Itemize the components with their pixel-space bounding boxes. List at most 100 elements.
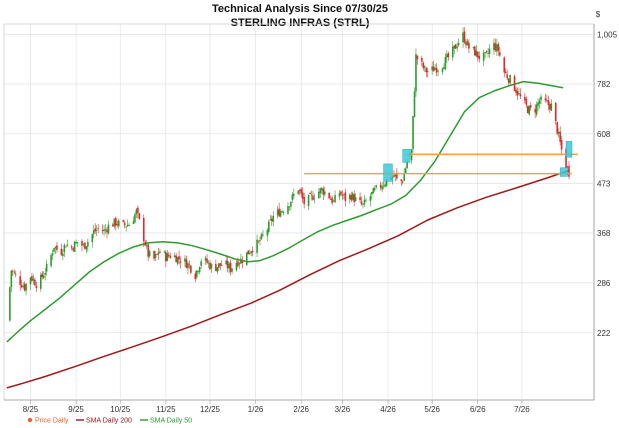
candle-body — [493, 42, 495, 51]
candle-body — [123, 222, 126, 226]
candle-body — [519, 94, 522, 97]
candle-body — [474, 46, 476, 56]
candle-body — [231, 268, 233, 272]
candle-body — [287, 206, 289, 214]
candle-body — [457, 43, 460, 46]
candle-body — [248, 253, 251, 254]
candle-body — [382, 185, 385, 187]
candle-body — [281, 211, 283, 212]
candle-body — [468, 42, 470, 49]
candle-body — [344, 192, 347, 201]
legend-label-sma200: SMA Daily 200 — [86, 418, 132, 425]
candle-body — [525, 99, 528, 105]
candle-body — [241, 260, 244, 264]
candle-body — [312, 195, 314, 200]
candle-body — [351, 193, 354, 200]
x-tick-label: 1/26 — [248, 405, 264, 414]
candle-body — [9, 287, 11, 321]
candle-body — [117, 220, 120, 227]
candle-body — [84, 242, 86, 249]
y-tick-label: 782 — [597, 80, 611, 89]
candle-body — [13, 272, 16, 274]
candle-body — [188, 264, 191, 266]
candle-body — [288, 206, 291, 208]
candle-body — [260, 233, 263, 240]
candle-body — [516, 91, 519, 96]
candle-body — [353, 194, 355, 202]
candle-body — [372, 188, 375, 194]
candle-body — [154, 254, 157, 258]
candle-body — [122, 220, 124, 222]
candle-body — [216, 267, 219, 272]
x-tick-label: 11/25 — [156, 405, 176, 414]
candle-body — [272, 215, 275, 222]
y-axis-ticks: 222 286 368 473 608 782 1,005 — [597, 31, 618, 338]
sma-200-line — [6, 169, 570, 389]
candle-body — [463, 31, 466, 43]
candle-body — [60, 248, 63, 255]
candle-body — [163, 251, 166, 253]
candle-body — [331, 197, 333, 203]
candle-body — [385, 179, 388, 186]
x-tick-label: 9/25 — [68, 405, 84, 414]
candle-body — [443, 67, 445, 70]
candle-body — [556, 122, 559, 134]
candle-body — [332, 200, 335, 202]
candle-body — [546, 100, 548, 101]
candle-body — [462, 32, 464, 43]
candle-body — [426, 70, 429, 72]
candle-body — [318, 191, 320, 199]
candle-body — [441, 68, 444, 72]
candle-body — [309, 193, 311, 194]
candle-body — [250, 251, 252, 254]
candle-body — [549, 103, 551, 110]
candle-body — [290, 201, 292, 207]
candle-body — [218, 263, 220, 268]
candle-body — [359, 197, 361, 201]
candle-body — [494, 43, 497, 51]
candle-body — [403, 173, 405, 181]
sma-50-line — [6, 80, 564, 343]
candle-body — [329, 199, 332, 200]
legend-label-price: Price Daily — [35, 418, 69, 425]
candle-body — [503, 57, 506, 73]
candle-body — [107, 224, 110, 234]
candle-body — [529, 105, 532, 108]
highlight-box — [565, 141, 573, 158]
candle-body — [323, 191, 326, 195]
candle-body — [138, 213, 141, 219]
candle-body — [557, 131, 560, 134]
x-tick-label: 3/26 — [335, 405, 351, 414]
candle-body — [240, 258, 242, 264]
candle-body — [341, 194, 344, 196]
candle-body — [195, 270, 198, 278]
candle-body — [209, 262, 211, 270]
legend-marker-price — [27, 417, 33, 423]
candle-body — [42, 275, 45, 279]
candle-body — [297, 190, 300, 195]
candle-body — [373, 188, 376, 190]
candle-body — [198, 267, 201, 272]
candle-body — [142, 217, 145, 242]
plot-area-frame — [3, 23, 595, 401]
candle-body — [276, 209, 279, 215]
highlight-box — [402, 149, 411, 163]
candle-body — [293, 193, 295, 196]
candle-body — [307, 195, 310, 207]
candle-body — [278, 208, 280, 217]
candle-body — [422, 62, 425, 69]
candle-body — [103, 229, 105, 232]
candle-body — [560, 140, 563, 150]
candle-body — [166, 253, 169, 261]
candle-body — [41, 273, 44, 278]
candle-body — [554, 102, 557, 122]
candle-body — [446, 54, 448, 58]
candle-body — [487, 53, 489, 54]
sma-50-layer — [6, 80, 564, 343]
candle-body — [173, 255, 176, 258]
candle-body — [54, 246, 57, 249]
candle-body — [434, 68, 436, 70]
candle-body — [413, 91, 416, 117]
candle-body — [62, 253, 64, 257]
candle-body — [144, 241, 147, 246]
